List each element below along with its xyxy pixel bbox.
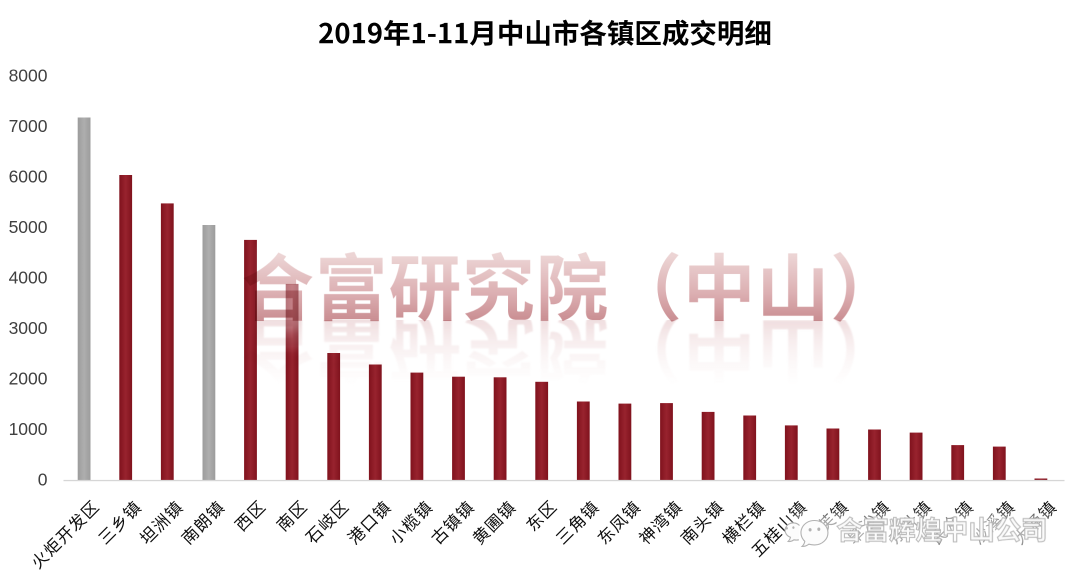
svg-text:8000: 8000 <box>9 66 48 86</box>
svg-text:1000: 1000 <box>9 419 48 439</box>
svg-text:2000: 2000 <box>9 369 48 389</box>
svg-text:0: 0 <box>38 469 48 489</box>
svg-text:6000: 6000 <box>9 167 48 187</box>
svg-text:5000: 5000 <box>9 217 48 237</box>
svg-text:3000: 3000 <box>9 318 48 338</box>
svg-text:7000: 7000 <box>9 116 48 136</box>
svg-text:4000: 4000 <box>9 268 48 288</box>
